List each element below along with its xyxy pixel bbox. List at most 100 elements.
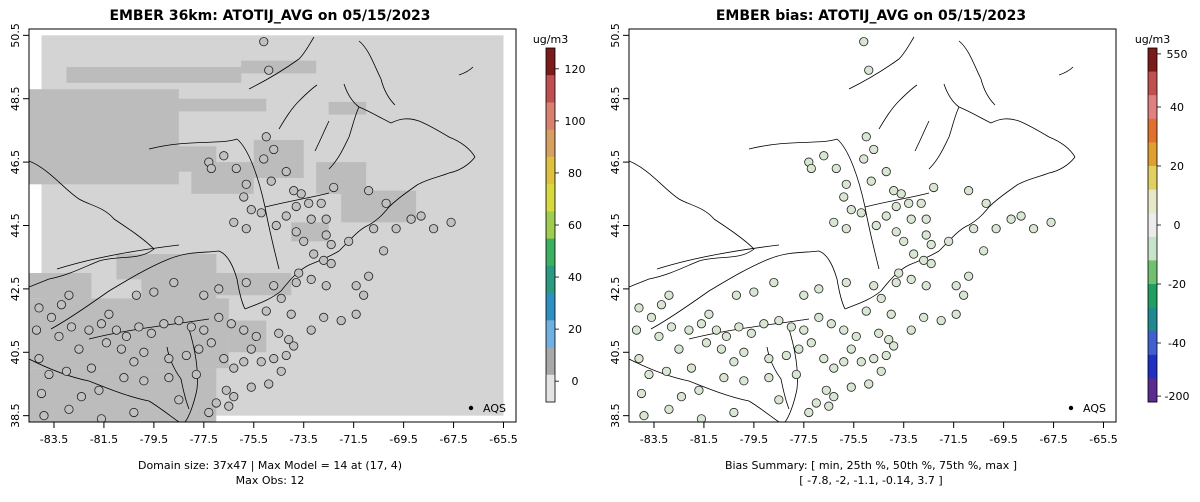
station-marker — [841, 224, 851, 234]
station-marker — [246, 205, 256, 215]
boundary-line — [914, 120, 930, 152]
station-marker — [889, 341, 899, 351]
grid-cell — [291, 222, 329, 242]
station-marker — [306, 274, 316, 284]
bias-map-footer-line-2: [ -7.8, -2, -1.1, -0.14, 3.7 ] — [799, 474, 942, 487]
station-marker — [241, 179, 251, 189]
boundary-line — [784, 328, 798, 422]
station-marker — [329, 182, 339, 193]
station-marker — [881, 211, 891, 221]
colorbar-tick-label: 80 — [568, 167, 582, 180]
station-marker — [104, 309, 114, 319]
station-marker — [304, 198, 314, 208]
station-marker — [856, 357, 866, 367]
colorbar-swatch — [546, 102, 555, 131]
colorbar-swatch — [1148, 142, 1157, 167]
station-marker — [321, 230, 331, 240]
station-marker — [61, 366, 72, 376]
bias-map-title: EMBER bias: ATOTIJ_AVG on 05/15/2023 — [716, 8, 1026, 24]
station-marker — [1046, 217, 1056, 227]
station-marker — [636, 388, 647, 399]
boundary-line — [748, 400, 780, 422]
grid-cell — [328, 101, 367, 115]
boundary-line — [988, 156, 1076, 208]
x-tick-label: -79.5 — [140, 433, 168, 446]
station-marker — [704, 309, 714, 319]
station-marker — [39, 411, 49, 421]
station-marker — [146, 328, 156, 338]
station-marker — [684, 325, 694, 335]
y-tick-label: 44.5 — [609, 213, 622, 238]
station-marker — [291, 277, 301, 288]
colorbar-swatch — [546, 48, 555, 76]
concentration-map-plot-area — [29, 29, 516, 422]
station-marker — [686, 363, 697, 373]
x-tick-label: -75.5 — [240, 433, 268, 446]
station-marker — [229, 363, 239, 373]
station-marker — [846, 344, 856, 354]
station-marker — [299, 236, 309, 246]
station-marker — [634, 354, 644, 364]
station-marker — [734, 322, 744, 332]
station-marker — [991, 224, 1001, 234]
station-marker — [936, 315, 946, 326]
station-marker — [664, 290, 674, 300]
station-marker — [224, 401, 234, 411]
station-marker — [164, 373, 174, 383]
colorbar-unit-label: ug/m3 — [1135, 33, 1170, 46]
station-marker — [1016, 211, 1026, 221]
station-marker — [819, 151, 829, 161]
station-marker — [259, 154, 269, 164]
station-marker — [66, 322, 77, 332]
station-marker — [194, 344, 204, 354]
boundary-line — [358, 40, 396, 106]
station-marker — [231, 163, 241, 174]
concentration-map-footer-line-2: Max Obs: 12 — [236, 474, 305, 487]
colorbar-swatch — [1148, 260, 1157, 285]
station-marker — [74, 344, 84, 354]
station-marker — [829, 392, 839, 402]
station-marker — [646, 312, 657, 323]
station-marker — [861, 306, 871, 316]
bias-map-plot-area — [629, 29, 1116, 422]
boundary-line — [264, 192, 330, 208]
station-marker — [906, 214, 916, 224]
concentration-map-x-ticks: -83.5 -81.5 -79.5 -77.5 -75.5 -73.5 -71.5 -69.5… — [40, 422, 518, 446]
station-marker — [266, 176, 276, 186]
station-marker — [839, 357, 849, 367]
station-marker — [181, 350, 191, 361]
station-marker — [864, 65, 874, 75]
x-tick-label: -71.5 — [939, 433, 967, 446]
station-marker — [199, 290, 209, 300]
colorbar-tick-label: 0 — [572, 375, 579, 388]
station-marker — [864, 379, 874, 389]
y-tick-label: 46.5 — [9, 150, 22, 175]
y-tick-label: 50.5 — [609, 23, 622, 48]
station-marker — [229, 217, 239, 227]
boundary-line — [629, 358, 750, 402]
station-marker — [204, 407, 214, 418]
station-marker — [814, 284, 824, 294]
station-marker — [964, 271, 974, 281]
station-marker — [116, 344, 127, 354]
station-marker — [416, 211, 426, 221]
grid-cell — [341, 190, 417, 223]
station-marker — [746, 328, 756, 338]
station-marker — [64, 404, 74, 414]
station-marker — [891, 277, 901, 288]
station-marker — [716, 344, 727, 354]
station-marker — [56, 300, 67, 310]
x-tick-label: -73.5 — [889, 433, 917, 446]
y-tick-label: 38.5 — [609, 403, 622, 428]
colorbar-swatch — [546, 320, 555, 348]
boundary-line — [278, 84, 318, 130]
x-tick-label: -79.5 — [740, 433, 768, 446]
station-marker — [774, 395, 784, 405]
boundary-line — [656, 244, 780, 270]
colorbar-swatch — [546, 347, 555, 376]
colorbar-tick-label: 60 — [568, 219, 582, 232]
station-marker — [759, 319, 769, 329]
station-marker — [174, 395, 184, 405]
y-tick-label: 42.5 — [609, 277, 622, 302]
station-marker — [214, 312, 224, 323]
